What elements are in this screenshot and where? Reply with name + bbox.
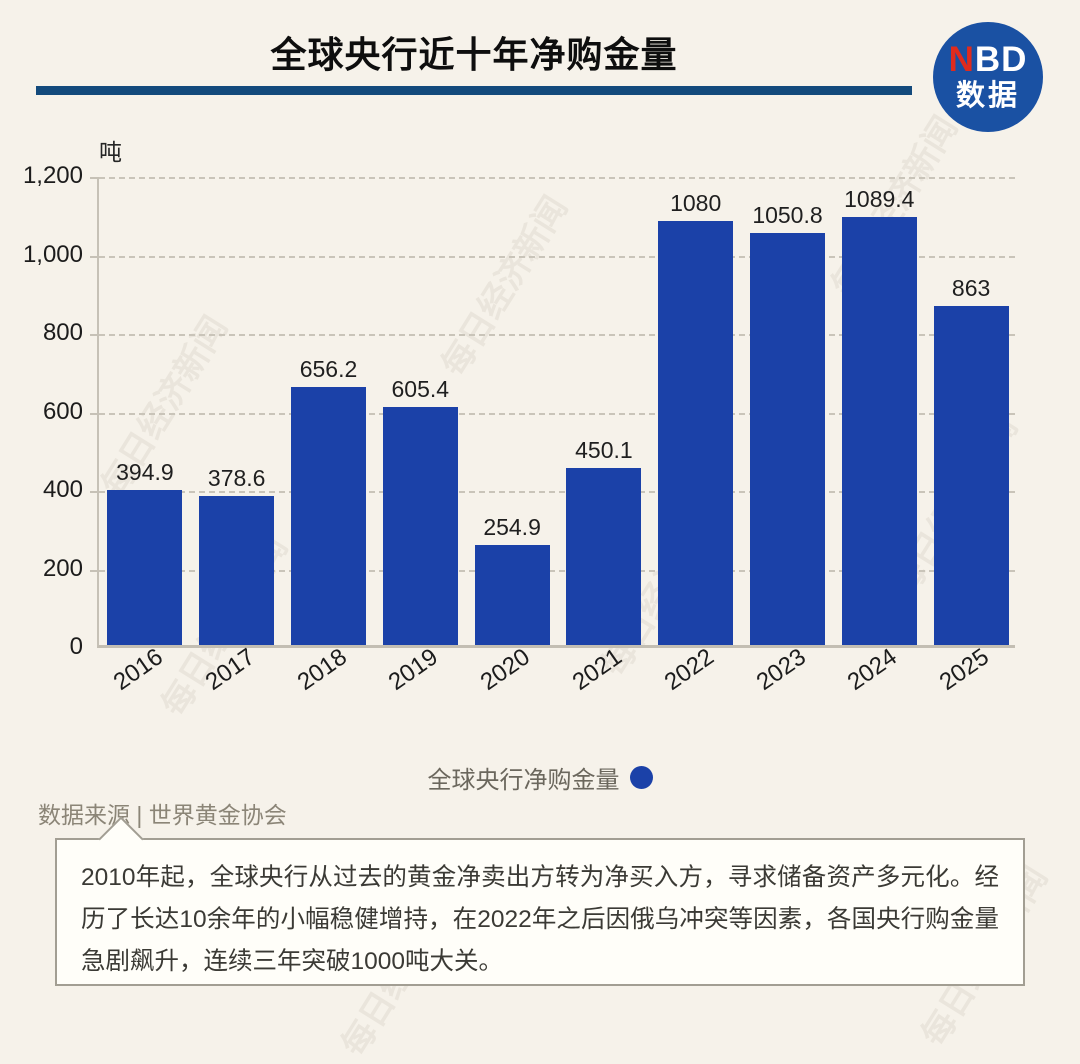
y-tick-mark xyxy=(90,412,99,415)
y-axis-tick-label: 200 xyxy=(42,554,83,582)
y-axis-unit-label: 吨 xyxy=(99,139,122,165)
bar-2024 xyxy=(841,217,917,645)
bar-2019 xyxy=(382,407,458,645)
gridline-400 xyxy=(99,491,1015,493)
note-text: 2010年起，全球央行从过去的黄金净卖出方转为净买入方，寻求储备资产多元化。经历… xyxy=(81,864,999,976)
y-axis-tick-label: 800 xyxy=(42,319,83,346)
x-axis-tick-label-2017: 2017 xyxy=(200,643,260,696)
bar-2016 xyxy=(107,490,183,645)
x-axis-tick-label-2019: 2019 xyxy=(383,643,444,696)
bar-2018 xyxy=(291,387,366,645)
y-axis-tick-label: 400 xyxy=(42,476,83,503)
x-axis-tick-label-2020: 2020 xyxy=(475,643,536,696)
y-tick-mark xyxy=(90,255,99,258)
y-tick-mark xyxy=(90,177,99,179)
x-axis-tick-label-2016: 2016 xyxy=(108,643,168,696)
bar-value-label-2022: 1080 xyxy=(670,190,722,217)
infographic-page: 每日经济新闻 每日经济新闻 每日经济新闻 每日经济新闻 每日经济新闻 每日经济新… xyxy=(0,22,1080,1063)
y-axis-tick-label: 1,200 xyxy=(22,162,83,189)
bar-2023 xyxy=(750,232,825,645)
bar-value-label-2024: 1089.4 xyxy=(844,186,915,213)
x-axis-tick-label-2023: 2023 xyxy=(751,643,811,696)
bar-2017 xyxy=(199,496,275,645)
x-axis-tick-label-2024: 2024 xyxy=(842,643,903,696)
bar-value-label-2020: 254.9 xyxy=(483,513,541,540)
page-title: 全球央行近十年净购金量 xyxy=(270,34,678,75)
y-axis-tick-label: 1,000 xyxy=(22,240,83,268)
bar-value-label-2016: 394.9 xyxy=(116,459,174,485)
bar-value-label-2017: 378.6 xyxy=(207,465,266,492)
title-divider xyxy=(36,86,912,95)
x-axis-tick-label-2018: 2018 xyxy=(292,643,352,696)
y-tick-mark xyxy=(90,569,99,572)
bar-value-label-2023: 1050.8 xyxy=(752,201,823,228)
bar-value-label-2021: 450.1 xyxy=(575,437,633,464)
gridline-1200 xyxy=(99,177,1015,179)
bar-value-label-2019: 605.4 xyxy=(391,376,450,403)
gridline-800 xyxy=(99,334,1015,336)
nbd-logo-wordmark: NBD xyxy=(948,40,1028,80)
legend-label: 全球央行净购金量 xyxy=(427,767,620,794)
bar-value-label-2018: 656.2 xyxy=(299,356,358,383)
x-axis-tick-label-2021: 2021 xyxy=(567,643,627,696)
x-axis-tick-label-2025: 2025 xyxy=(934,643,995,696)
bar-2022 xyxy=(658,221,734,645)
x-axis-tick-label-2022: 2022 xyxy=(659,643,719,696)
bar-2025 xyxy=(933,306,1009,645)
y-tick-mark xyxy=(90,334,99,336)
y-axis-tick-label: 600 xyxy=(42,397,83,425)
bar-2021 xyxy=(566,468,642,645)
note-box: 2010年起，全球央行从过去的黄金净卖出方转为净买入方，寻求储备资产多元化。经历… xyxy=(55,816,1025,986)
plot-area: 0 200 400 600 800 1,000 1,200 394.9 2016 378.6 201… xyxy=(23,162,1015,696)
chart-legend: 全球央行净购金量 xyxy=(0,760,1080,795)
gridline-1000 xyxy=(99,255,1015,258)
nbd-logo: NBD 数据 xyxy=(933,22,1043,132)
gridline-200 xyxy=(99,569,1015,572)
y-axis-tick-label: 0 xyxy=(69,633,83,660)
nbd-logo-caption: 数据 xyxy=(955,80,1020,113)
y-tick-mark xyxy=(90,491,99,493)
gridline-600 xyxy=(99,412,1015,415)
data-source: 数据来源 | 世界黄金协会 xyxy=(38,802,287,828)
bar-value-label-2025: 863 xyxy=(951,275,991,302)
bar-2020 xyxy=(474,544,550,645)
legend-marker-dot xyxy=(629,766,653,789)
